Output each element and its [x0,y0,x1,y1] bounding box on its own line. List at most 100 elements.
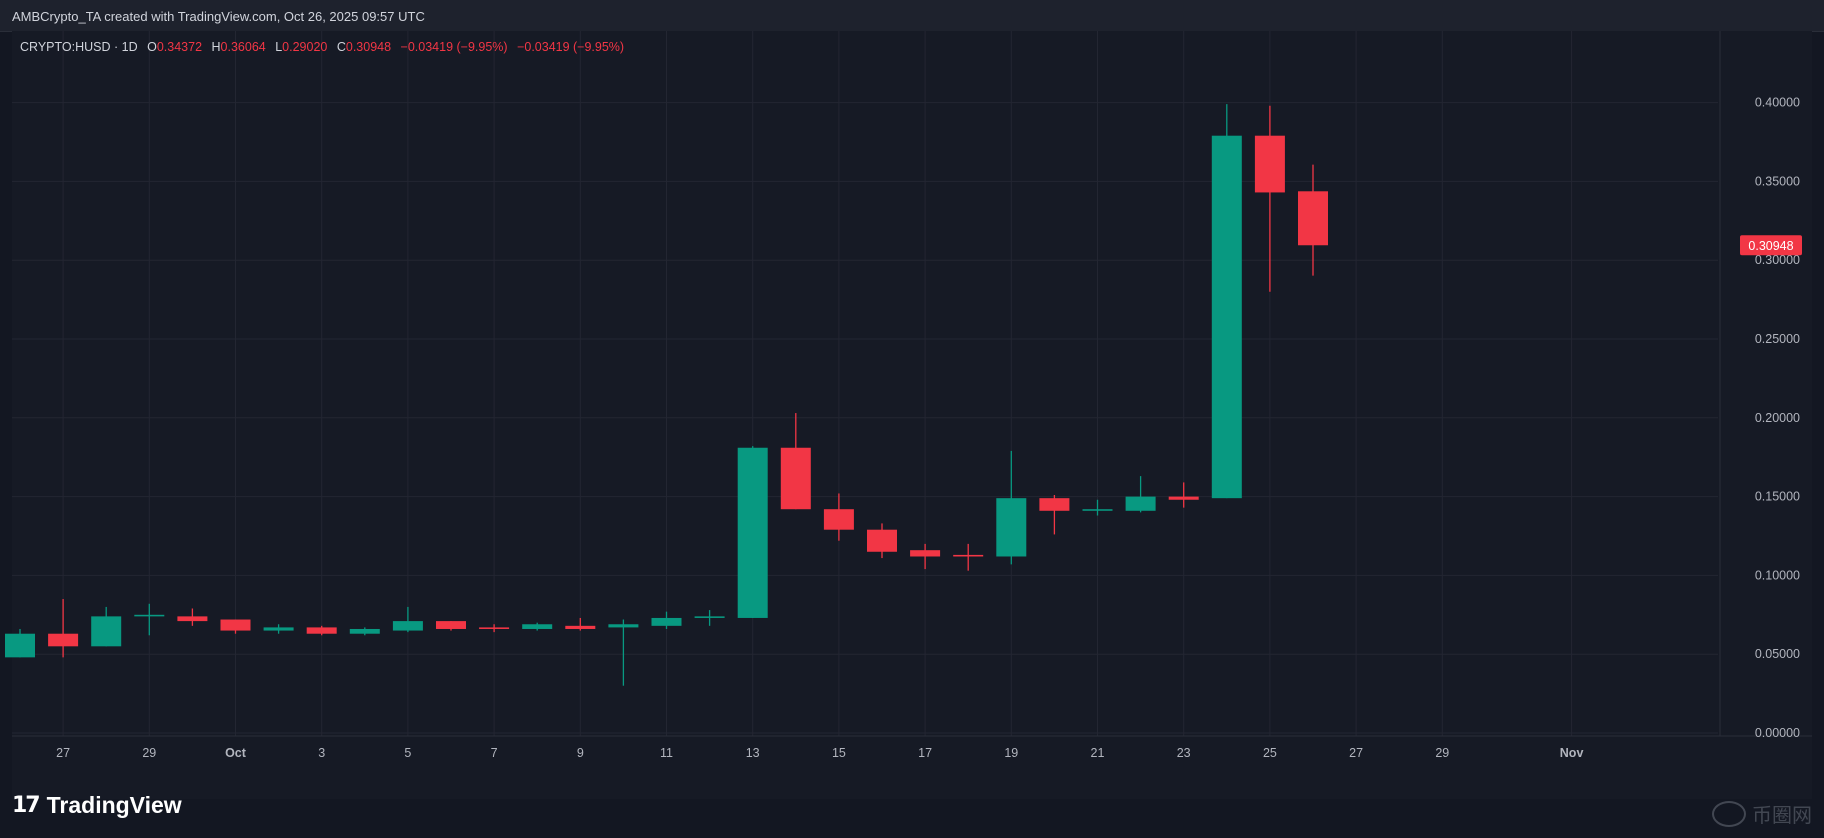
candle-body [910,550,941,557]
candle-body [565,625,596,629]
tradingview-logo[interactable]: 17 TradingView [12,790,182,820]
price-tick-label: 0.05000 [1755,647,1800,661]
candle-body [134,614,165,617]
candle-up [1125,476,1156,513]
grid-lines [12,31,1812,737]
candle-down [48,599,79,658]
candle-down [1039,495,1070,535]
price-axis: 0.40000 0.35000 0.30000 0.25000 0.20000 0.150… [1740,96,1802,740]
candle-body [5,633,35,658]
date-tick-label: 11 [660,746,673,760]
candle-down [1168,482,1199,508]
candle-up [1211,104,1242,499]
chart-header-title: AMBCrypto_TA created with TradingView.co… [12,9,425,24]
candle-body [608,624,639,628]
candle-up [5,628,35,658]
change-value-2: −0.03419 (−9.95%) [517,40,625,54]
price-tick-label: 0.25000 [1755,332,1800,346]
date-tick-label: 29 [142,746,156,760]
low-value: 0.29020 [282,40,328,54]
last-price-tag [1740,235,1802,256]
price-tick-label: 0.30000 [1755,253,1800,267]
candle-body [522,624,553,629]
candle-body [1298,191,1328,246]
candle-body [1082,509,1113,511]
date-tick-label: Nov [1560,746,1584,760]
candle-up [134,603,165,636]
candle-down [823,493,854,541]
candle-body [1125,496,1156,511]
candle-down [565,617,596,631]
symbol-label[interactable]: CRYPTO:HUSD · 1D [20,40,138,54]
candle-down [780,413,811,510]
price-tick-label: 0.35000 [1755,174,1800,188]
tradingview-mark-icon: 17 [12,792,41,818]
candle-body [479,627,510,629]
date-tick-label: 27 [56,746,70,760]
candle-body [392,621,423,631]
open-value: 0.34372 [156,40,203,54]
price-tick-label: 0.15000 [1755,490,1800,504]
date-tick-label: 25 [1263,746,1277,760]
candle-body [694,616,725,618]
candle-down [177,608,208,626]
low-label: L [275,40,283,54]
chart-panel[interactable] [12,31,1812,799]
tradingview-logo-text: TradingView [46,791,182,818]
candles [5,104,1328,686]
candle-down [1254,105,1285,292]
candle-body [91,616,122,647]
candle-body [953,554,984,557]
price-tick-label: 0.20000 [1755,411,1800,425]
candle-body [436,621,466,629]
date-tick-label: 29 [1435,746,1449,760]
candle-up [737,446,768,618]
candle-body [48,633,79,647]
price-tick-label: 0.40000 [1755,96,1800,110]
candle-body [306,627,337,634]
candle-up [392,606,423,633]
watermark: 币圈网 [1712,799,1812,828]
candle-body [651,617,682,626]
candle-body [1168,496,1199,500]
price-tick-label: 0.10000 [1755,568,1800,582]
open-label: O [147,40,157,54]
date-tick-label: Oct [225,746,247,760]
date-tick-label: 7 [491,746,498,760]
candle-body [1254,135,1285,193]
candle-down [953,543,984,571]
candle-down [306,625,337,636]
watermark-icon [1712,800,1746,827]
candle-body [737,447,768,618]
watermark-text: 币圈网 [1752,803,1812,827]
date-tick-label: 23 [1177,746,1191,760]
date-tick-label: 15 [832,746,846,760]
candle-up [522,622,553,631]
high-label: H [211,40,221,54]
candle-body [220,619,251,631]
ohlc-legend: CRYPTO:HUSD · 1D O0.34372 H0.36064 L0.29… [20,40,624,54]
high-value: 0.36064 [220,40,266,54]
candle-down [436,621,466,631]
date-tick-label: 27 [1349,746,1363,760]
date-tick-label: 21 [1091,746,1105,760]
candle-up [694,610,725,626]
date-tick-label: 13 [746,746,760,760]
date-tick-label: 9 [577,746,584,760]
candle-up [1082,499,1113,516]
candle-down [867,523,897,559]
candle-body [780,447,811,510]
candle-up [349,627,380,636]
candle-up [263,624,294,634]
date-tick-label: 5 [404,746,411,760]
candle-up [608,619,639,686]
candle-up [996,450,1027,565]
candle-down [220,619,251,634]
candle-body [263,627,294,631]
date-tick-label: 3 [318,746,325,760]
candle-down [1298,164,1328,276]
price-tick-label: 0.00000 [1755,726,1800,740]
candle-down [910,543,941,570]
candle-body [1211,135,1242,499]
